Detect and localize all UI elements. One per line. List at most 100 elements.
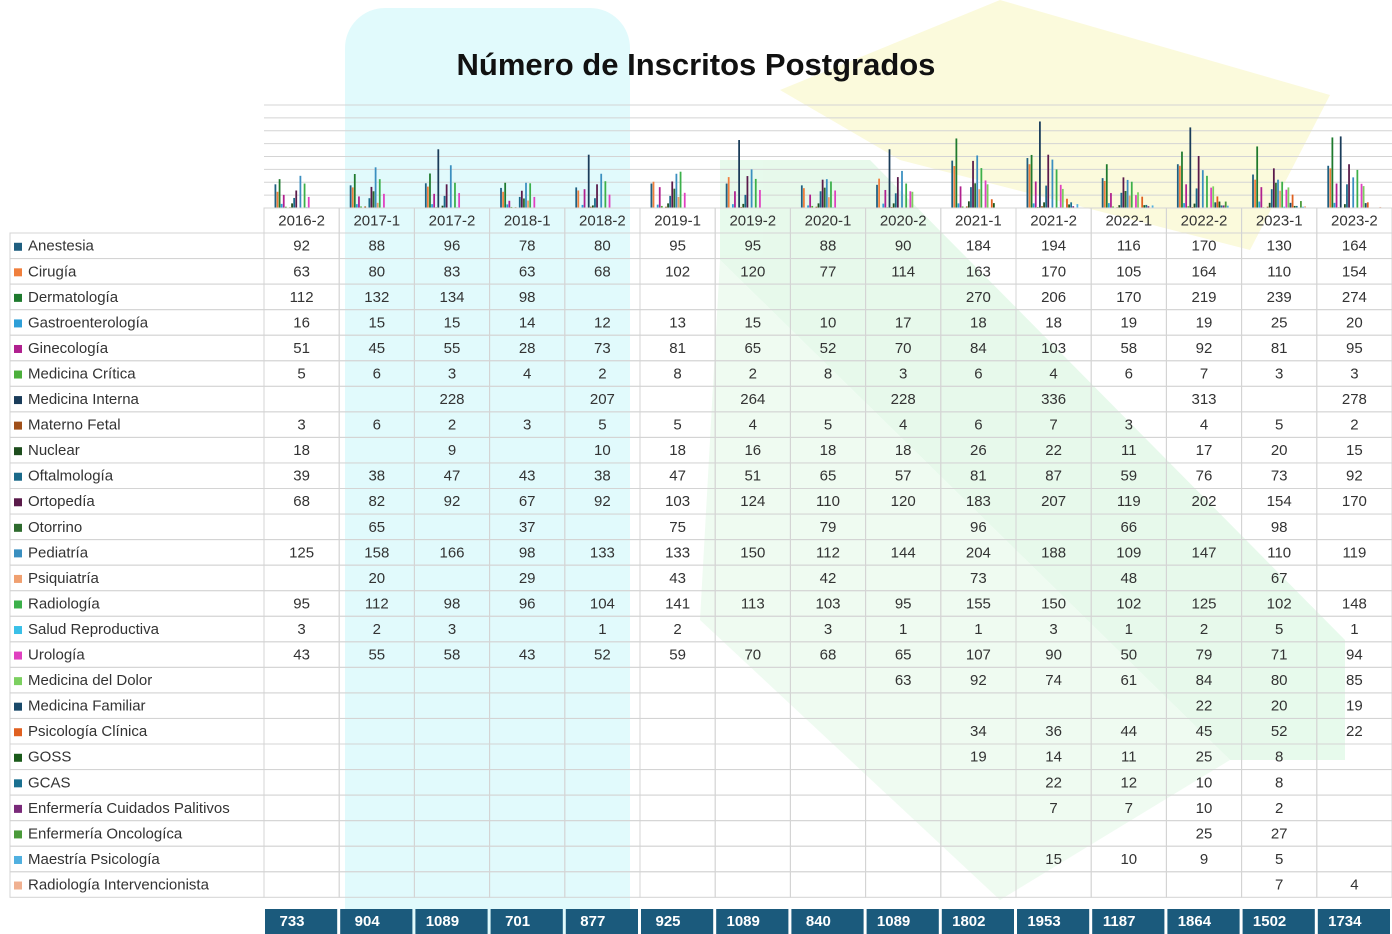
data-label: 110 <box>816 493 840 510</box>
data-label: 102 <box>1116 595 1141 612</box>
bar <box>1105 164 1108 208</box>
data-label: 119 <box>1342 544 1366 561</box>
bar <box>742 203 745 208</box>
bar <box>892 203 895 208</box>
bar <box>976 155 979 208</box>
data-label: 95 <box>293 595 310 612</box>
data-label: 80 <box>1271 672 1288 689</box>
bar <box>1293 205 1296 208</box>
data-label: 19 <box>1196 314 1213 331</box>
bar <box>1193 203 1196 208</box>
data-label: 8 <box>1275 774 1283 791</box>
bar <box>1195 188 1198 208</box>
data-label: 68 <box>594 263 611 280</box>
bar <box>1068 204 1070 208</box>
bar <box>1224 201 1227 208</box>
bar <box>656 204 659 208</box>
total-label: 1089 <box>727 913 760 930</box>
table-cell <box>789 769 867 796</box>
bar <box>992 203 995 208</box>
bar <box>1076 204 1079 208</box>
table-cell <box>1316 845 1392 873</box>
bar <box>1281 181 1284 208</box>
bar <box>725 183 728 208</box>
data-label: 78 <box>519 238 536 255</box>
bar <box>1143 205 1146 208</box>
data-label: 18 <box>293 442 310 459</box>
data-label: 270 <box>966 289 991 306</box>
data-label: 25 <box>1196 749 1213 766</box>
bar <box>1176 164 1179 208</box>
bar <box>596 184 598 208</box>
bar <box>671 181 674 208</box>
data-label: 158 <box>364 544 389 561</box>
legend-label: Urología <box>28 647 85 664</box>
legend-label: Anestesia <box>28 238 95 255</box>
bar <box>1252 174 1254 208</box>
data-label: 52 <box>1271 723 1288 740</box>
data-label: 87 <box>1045 468 1062 485</box>
data-label: 63 <box>519 263 536 280</box>
data-label: 67 <box>519 493 536 510</box>
bar <box>1364 203 1367 208</box>
data-label: 207 <box>590 391 615 408</box>
bar <box>583 189 586 208</box>
data-label: 6 <box>974 417 982 434</box>
data-label: 88 <box>820 238 837 255</box>
bar <box>274 184 277 208</box>
bar <box>608 194 611 208</box>
data-label: 112 <box>290 289 314 306</box>
bar <box>878 178 880 208</box>
data-label: 4 <box>1200 417 1208 434</box>
data-label: 25 <box>1196 825 1213 842</box>
bar <box>280 203 283 208</box>
data-label: 12 <box>594 314 611 331</box>
data-label: 38 <box>594 468 611 485</box>
data-label: 92 <box>1196 340 1213 357</box>
bar <box>594 198 596 208</box>
data-label: 92 <box>293 238 310 255</box>
data-label: 73 <box>970 570 987 587</box>
bar <box>1360 183 1363 208</box>
data-label: 50 <box>1120 647 1137 664</box>
data-label: 45 <box>368 340 385 357</box>
bar <box>650 183 653 208</box>
bar <box>604 181 607 208</box>
data-label: 8 <box>824 365 832 382</box>
data-label: 202 <box>1191 493 1216 510</box>
bar <box>1045 185 1048 208</box>
bar <box>1147 206 1150 208</box>
data-label: 9 <box>1200 851 1208 868</box>
data-label: 84 <box>1196 672 1213 689</box>
table-cell <box>714 692 791 719</box>
data-label: 164 <box>1191 263 1216 280</box>
table-cell <box>639 845 716 873</box>
data-label: 79 <box>1196 647 1213 664</box>
data-label: 104 <box>590 595 615 612</box>
legend-label: Psiquiatría <box>28 570 100 587</box>
data-label: 8 <box>1275 749 1283 766</box>
data-label: 3 <box>448 621 456 638</box>
data-label: 103 <box>1041 340 1066 357</box>
bar <box>953 166 956 208</box>
bar <box>449 165 452 208</box>
data-label: 18 <box>970 314 987 331</box>
table-cell <box>865 871 942 898</box>
legend-label: Salud Reproductiva <box>28 621 160 638</box>
table-cell <box>639 283 716 311</box>
x-tick-label: 2021-1 <box>955 212 1002 229</box>
bar <box>1107 203 1110 208</box>
data-label: 5 <box>824 417 832 434</box>
data-label: 47 <box>669 468 686 485</box>
bar <box>374 167 377 208</box>
bar <box>282 194 285 208</box>
data-label: 114 <box>891 263 915 280</box>
legend-label: Radiología Intervencionista <box>28 876 210 893</box>
bar <box>1120 192 1123 208</box>
table-cell <box>639 743 716 771</box>
bar <box>443 195 446 208</box>
bar <box>1101 178 1104 208</box>
total-label: 925 <box>655 913 680 930</box>
data-label: 18 <box>669 442 686 459</box>
data-label: 14 <box>519 314 536 331</box>
